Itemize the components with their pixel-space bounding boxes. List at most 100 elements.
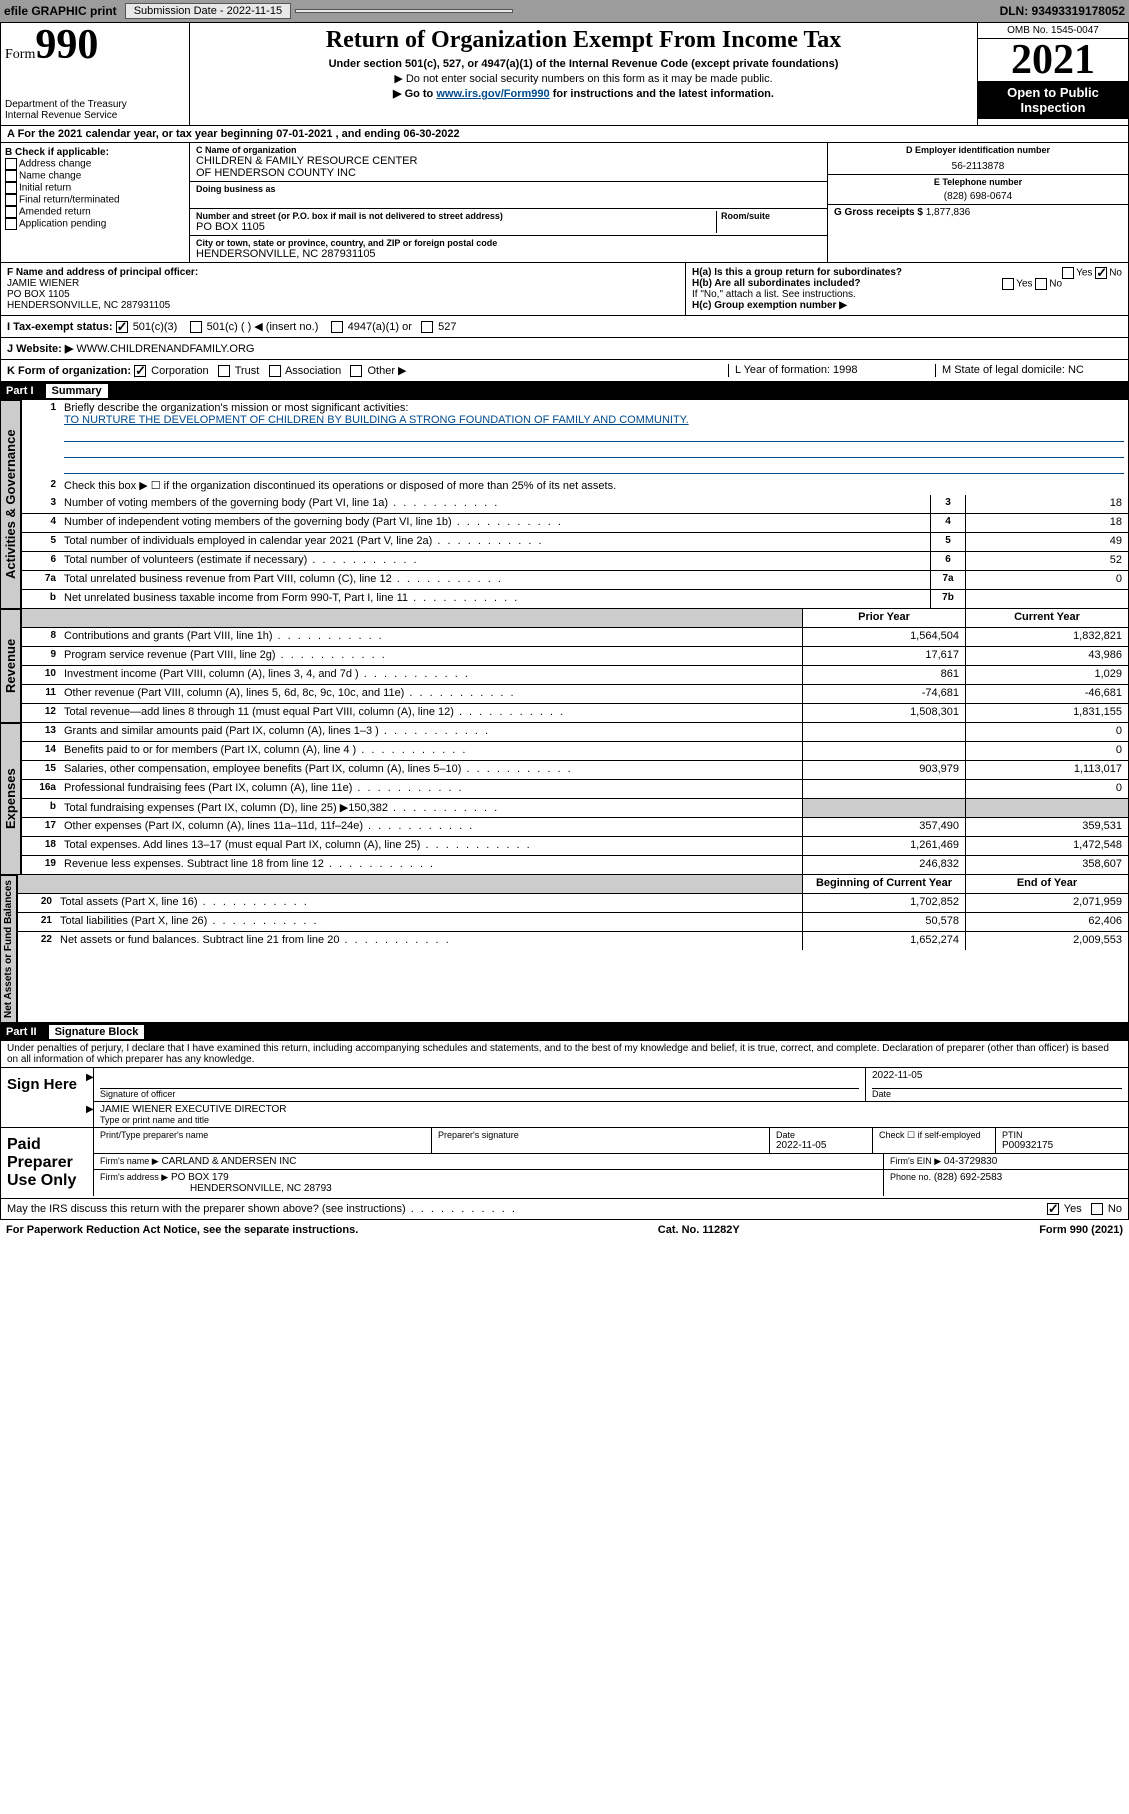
cb-name-change[interactable] xyxy=(5,170,17,182)
row-k: K Form of organization: Corporation Trus… xyxy=(0,360,1129,382)
section-netassets: Net Assets or Fund Balances Beginning of… xyxy=(0,875,1129,1023)
part1-header: Part I Summary xyxy=(0,382,1129,400)
ha-row: H(a) Is this a group return for subordin… xyxy=(692,267,1122,278)
cb-corp[interactable] xyxy=(134,365,146,377)
cb-assoc[interactable] xyxy=(269,365,281,377)
ha-yes[interactable] xyxy=(1062,267,1074,279)
cb-501c3[interactable] xyxy=(116,321,128,333)
ptin-val: P00932175 xyxy=(1002,1140,1122,1151)
row-i: I Tax-exempt status: 501(c)(3) 501(c) ( … xyxy=(0,316,1129,338)
tab-revenue: Revenue xyxy=(0,609,21,723)
hb-no[interactable] xyxy=(1035,278,1047,290)
l-year: L Year of formation: 1998 xyxy=(728,364,935,377)
cb-final-return[interactable] xyxy=(5,194,17,206)
sig-date-lab: Date xyxy=(872,1089,1122,1099)
footer-left: For Paperwork Reduction Act Notice, see … xyxy=(6,1224,358,1236)
may-discuss-row: May the IRS discuss this return with the… xyxy=(0,1199,1129,1220)
cb-501c[interactable] xyxy=(190,321,202,333)
blank-btn[interactable] xyxy=(295,9,513,13)
note-goto: ▶ Go to www.irs.gov/Form990 for instruct… xyxy=(194,87,973,100)
hdr-prior: Prior Year xyxy=(802,609,965,627)
cb-initial-return[interactable] xyxy=(5,182,17,194)
hdr-curr: Current Year xyxy=(965,609,1128,627)
sig-officer-lab: Signature of officer xyxy=(100,1089,859,1099)
sig-date-val: 2022-11-05 xyxy=(872,1070,1122,1089)
f-label: F Name and address of principal officer: xyxy=(7,267,679,278)
page-footer: For Paperwork Reduction Act Notice, see … xyxy=(0,1220,1129,1240)
col-c: C Name of organization CHILDREN & FAMILY… xyxy=(190,143,827,262)
d-ein-val: 56-2113878 xyxy=(834,161,1122,172)
tab-netassets: Net Assets or Fund Balances xyxy=(0,875,17,1023)
cb-address-change[interactable] xyxy=(5,158,17,170)
sign-here-label: Sign Here xyxy=(1,1068,93,1127)
e-phone-val: (828) 698-0674 xyxy=(834,191,1122,202)
cb-other[interactable] xyxy=(350,365,362,377)
col-b-checkboxes: B Check if applicable: Address change Na… xyxy=(1,143,190,262)
f-addr2: HENDERSONVILLE, NC 287931105 xyxy=(7,300,679,311)
row-fh: F Name and address of principal officer:… xyxy=(0,263,1129,316)
cb-527[interactable] xyxy=(421,321,433,333)
open-inspection: Open to Public Inspection xyxy=(978,81,1128,119)
form-header: Form990 Department of the Treasury Inter… xyxy=(0,22,1129,126)
form990-link[interactable]: www.irs.gov/Form990 xyxy=(436,88,549,100)
hdr-end: End of Year xyxy=(965,875,1128,893)
note-ssn: ▶ Do not enter social security numbers o… xyxy=(194,72,973,85)
l1-label: Briefly describe the organization's miss… xyxy=(64,402,1124,414)
jurat-text: Under penalties of perjury, I declare th… xyxy=(0,1041,1129,1068)
section-activities: Activities & Governance 1 Briefly descri… xyxy=(0,400,1129,609)
org-name-2: OF HENDERSON COUNTY INC xyxy=(196,167,821,179)
footer-mid: Cat. No. 11282Y xyxy=(658,1224,740,1236)
addr-label: Number and street (or P.O. box if mail i… xyxy=(196,211,716,221)
col-b-title: B Check if applicable: xyxy=(5,147,185,158)
header-right: OMB No. 1545-0047 2021 Open to Public In… xyxy=(977,23,1128,125)
c-name-label: C Name of organization xyxy=(196,145,821,155)
f-name: JAMIE WIENER xyxy=(7,278,679,289)
dept-treasury: Department of the Treasury xyxy=(5,99,185,110)
tax-year: 2021 xyxy=(978,39,1128,81)
form-title: Return of Organization Exempt From Incom… xyxy=(194,27,973,54)
cb-app-pending[interactable] xyxy=(5,218,17,230)
city-label: City or town, state or province, country… xyxy=(196,238,821,248)
paid-preparer-label: Paid Preparer Use Only xyxy=(1,1128,93,1198)
firm-addr2: HENDERSONVILLE, NC 28793 xyxy=(190,1183,877,1194)
cb-4947[interactable] xyxy=(331,321,343,333)
l1-mission: TO NURTURE THE DEVELOPMENT OF CHILDREN B… xyxy=(64,414,1124,426)
irs-label: Internal Revenue Service xyxy=(5,110,185,121)
hb-yes[interactable] xyxy=(1002,278,1014,290)
efile-label: efile GRAPHIC print xyxy=(4,4,117,18)
ha-no[interactable] xyxy=(1095,267,1107,279)
hdr-beg: Beginning of Current Year xyxy=(802,875,965,893)
hc-row: H(c) Group exemption number ▶ xyxy=(692,300,1122,311)
form-number: 990 xyxy=(35,22,98,68)
officer-name-title: JAMIE WIENER EXECUTIVE DIRECTOR xyxy=(100,1104,287,1115)
room-label: Room/suite xyxy=(721,211,821,221)
paid-preparer-block: Paid Preparer Use Only Print/Type prepar… xyxy=(0,1128,1129,1199)
e-phone-label: E Telephone number xyxy=(834,177,1122,187)
footer-right: Form 990 (2021) xyxy=(1039,1224,1123,1236)
m-state: M State of legal domicile: NC xyxy=(935,364,1122,377)
row-j: J Website: ▶ WWW.CHILDRENANDFAMILY.ORG xyxy=(0,338,1129,360)
submission-date-btn[interactable]: Submission Date - 2022-11-15 xyxy=(125,3,291,19)
cb-trust[interactable] xyxy=(218,365,230,377)
discuss-yes[interactable] xyxy=(1047,1203,1059,1215)
sign-here-block: Sign Here ▶ Signature of officer 2022-11… xyxy=(0,1068,1129,1128)
g-gross-val: 1,877,836 xyxy=(926,207,971,218)
tab-expenses: Expenses xyxy=(0,723,21,875)
section-revenue: Revenue Prior Year Current Year 8Contrib… xyxy=(0,609,1129,723)
section-expenses: Expenses 13Grants and similar amounts pa… xyxy=(0,723,1129,875)
dln-label: DLN: 93493319178052 xyxy=(1000,4,1125,18)
tab-activities: Activities & Governance xyxy=(0,400,21,609)
col-defg: D Employer identification number 56-2113… xyxy=(827,143,1128,262)
org-name-1: CHILDREN & FAMILY RESOURCE CENTER xyxy=(196,155,821,167)
addr-val: PO BOX 1105 xyxy=(196,221,716,233)
discuss-no[interactable] xyxy=(1091,1203,1103,1215)
g-gross-label: G Gross receipts $ xyxy=(834,207,923,218)
l2-text: Check this box ▶ ☐ if the organization d… xyxy=(60,477,1128,495)
top-bar: efile GRAPHIC print Submission Date - 20… xyxy=(0,0,1129,22)
row-a-taxyear: A For the 2021 calendar year, or tax yea… xyxy=(0,126,1129,143)
cb-amended-return[interactable] xyxy=(5,206,17,218)
dba-label: Doing business as xyxy=(196,184,821,194)
name-title-lab: Type or print name and title xyxy=(100,1115,1122,1125)
hb-note: If "No," attach a list. See instructions… xyxy=(692,289,1122,300)
part1-title: Summary xyxy=(46,384,108,398)
